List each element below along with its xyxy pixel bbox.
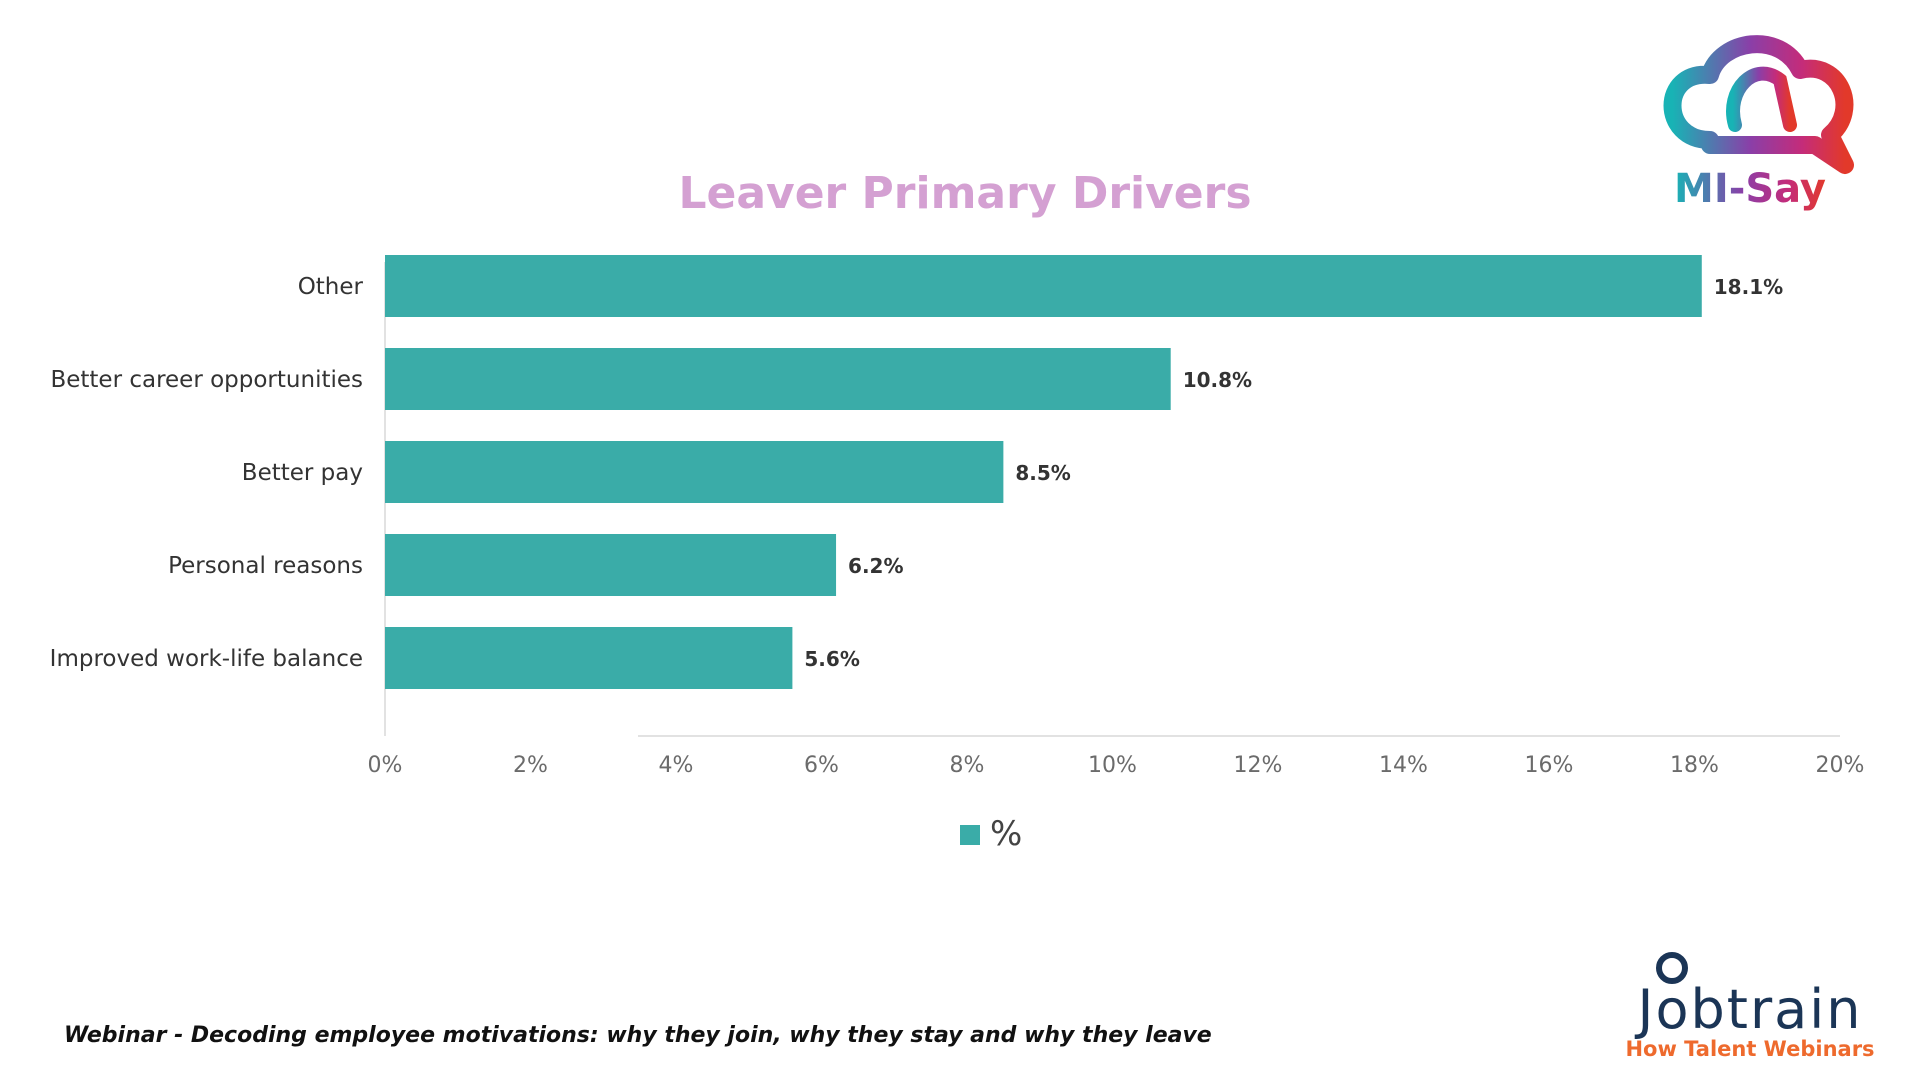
bar <box>385 534 837 596</box>
category-label: Personal reasons <box>168 553 363 579</box>
category-label: Better career opportunities <box>50 367 363 393</box>
x-tick-label: 10% <box>1088 753 1137 778</box>
bar <box>385 627 793 689</box>
footer-caption: Webinar - Decoding employee motivations:… <box>64 1023 1212 1048</box>
legend: % <box>960 814 1022 854</box>
misay-logo: MI-Say <box>1640 30 1880 220</box>
data-label: 10.8% <box>1183 368 1252 392</box>
bar <box>385 348 1171 410</box>
plot-area: Other 18.1% Better career opportunities 10.… <box>50 255 1865 778</box>
bar <box>385 441 1004 503</box>
x-tick-label: 8% <box>950 753 985 778</box>
data-label: 18.1% <box>1714 275 1783 299</box>
x-tick-label: 12% <box>1234 753 1283 778</box>
data-label: 8.5% <box>1015 461 1070 485</box>
legend-swatch <box>960 825 980 845</box>
data-label: 6.2% <box>848 554 903 578</box>
category-label: Other <box>298 274 364 300</box>
x-tick-label: 4% <box>659 753 694 778</box>
x-tick-label: 6% <box>804 753 839 778</box>
x-tick-label: 0% <box>368 753 403 778</box>
jobtrain-logo: Jobtrain How Talent Webinars <box>1600 950 1900 1061</box>
x-tick-label: 14% <box>1379 753 1428 778</box>
jobtrain-logo-text: Jobtrain <box>1635 978 1863 1041</box>
chart-title: Leaver Primary Drivers <box>678 168 1251 219</box>
person-icon <box>1656 952 1688 984</box>
bar <box>385 255 1702 317</box>
data-label: 5.6% <box>804 647 859 671</box>
misay-logo-text: MI-Say <box>1674 166 1826 212</box>
jobtrain-tagline: How Talent Webinars <box>1625 1037 1874 1060</box>
category-label: Better pay <box>242 460 363 486</box>
cloud-chat-icon <box>1663 35 1854 174</box>
x-tick-label: 18% <box>1670 753 1719 778</box>
category-label: Improved work-life balance <box>50 646 363 672</box>
x-tick-label: 20% <box>1816 753 1865 778</box>
legend-label: % <box>990 814 1022 854</box>
x-tick-label: 2% <box>513 753 548 778</box>
x-tick-label: 16% <box>1525 753 1574 778</box>
